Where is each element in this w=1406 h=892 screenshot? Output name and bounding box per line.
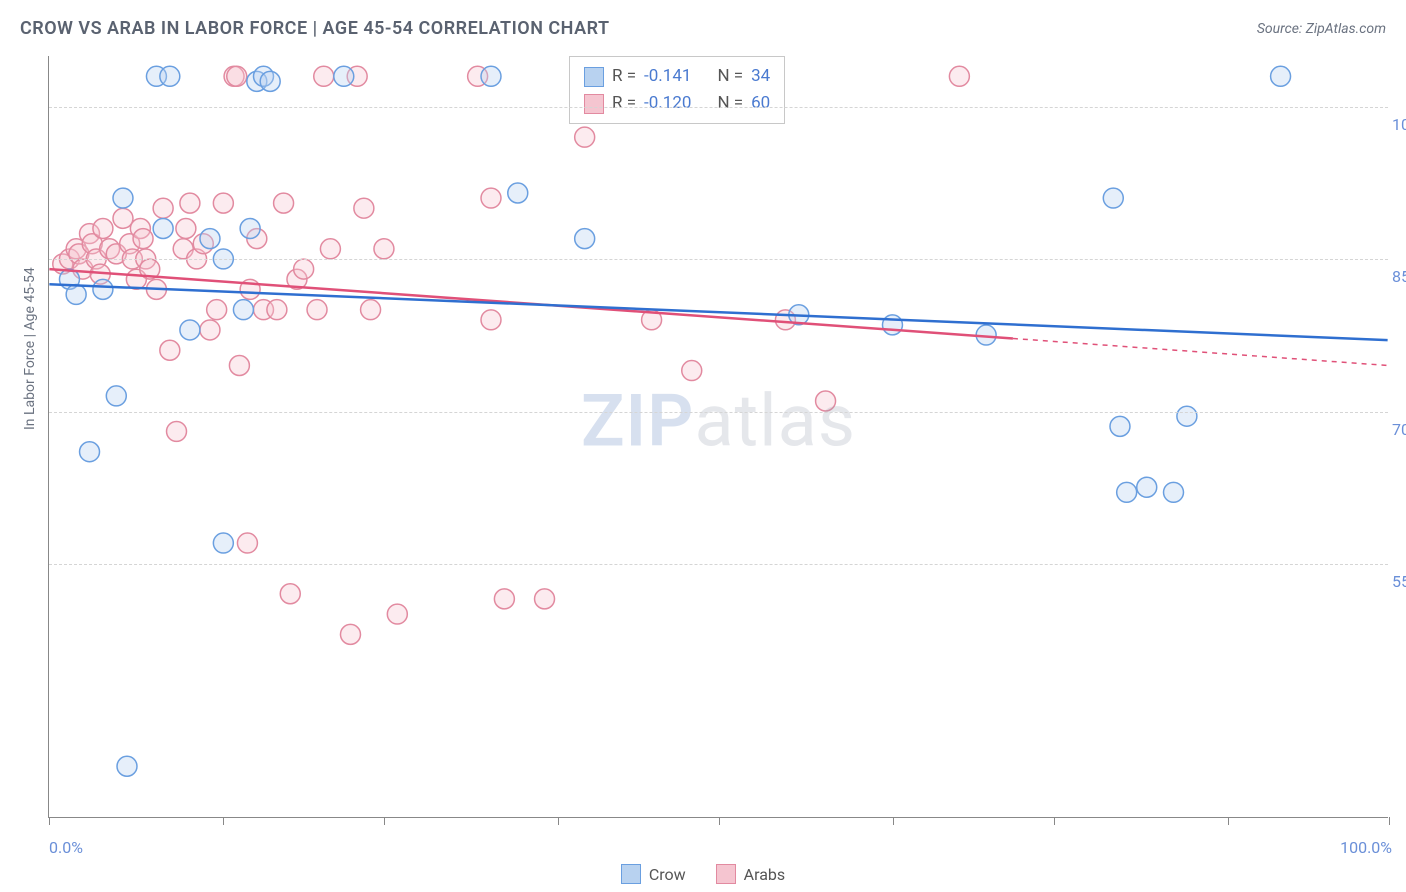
y-tick-label: 55.0% (1392, 572, 1406, 591)
legend-item-crow: Crow (621, 864, 686, 884)
arabs-icon (716, 864, 736, 884)
crow-n-value: 34 (751, 63, 770, 90)
legend-item-arabs: Arabs (716, 864, 786, 884)
scatter-chart: R = -0.141 N = 34 R = -0.120 N = 60 ZIPa… (48, 56, 1388, 818)
series-legend: Crow Arabs (0, 864, 1406, 884)
legend-row-crow: R = -0.141 N = 34 (584, 63, 770, 90)
y-tick-label: 70.0% (1392, 420, 1406, 439)
y-tick-label: 85.0% (1392, 267, 1406, 286)
arabs-color-box (584, 94, 604, 114)
legend-row-arabs: R = -0.120 N = 60 (584, 90, 770, 117)
r-label: R = (612, 63, 636, 90)
chart-title: CROW VS ARAB IN LABOR FORCE | AGE 45-54 … (20, 18, 610, 39)
r-label: R = (612, 90, 636, 117)
crow-color-box (584, 67, 604, 87)
n-label: N = (717, 90, 743, 117)
correlation-legend: R = -0.141 N = 34 R = -0.120 N = 60 (569, 56, 785, 124)
crow-r-value: -0.141 (644, 63, 691, 90)
n-label: N = (717, 63, 743, 90)
x-tick-label-right: 100.0% (1340, 838, 1392, 857)
crow-label: Crow (649, 865, 686, 884)
source-label: Source: ZipAtlas.com (1257, 21, 1386, 37)
crow-icon (621, 864, 641, 884)
y-tick-label: 100.0% (1392, 115, 1406, 134)
x-tick-label-left: 0.0% (49, 838, 83, 857)
arabs-r-value: -0.120 (644, 90, 691, 117)
y-axis-title: In Labor Force | Age 45-54 (22, 267, 38, 430)
arabs-label: Arabs (744, 865, 786, 884)
chart-svg (49, 56, 1388, 817)
arabs-n-value: 60 (751, 90, 770, 117)
